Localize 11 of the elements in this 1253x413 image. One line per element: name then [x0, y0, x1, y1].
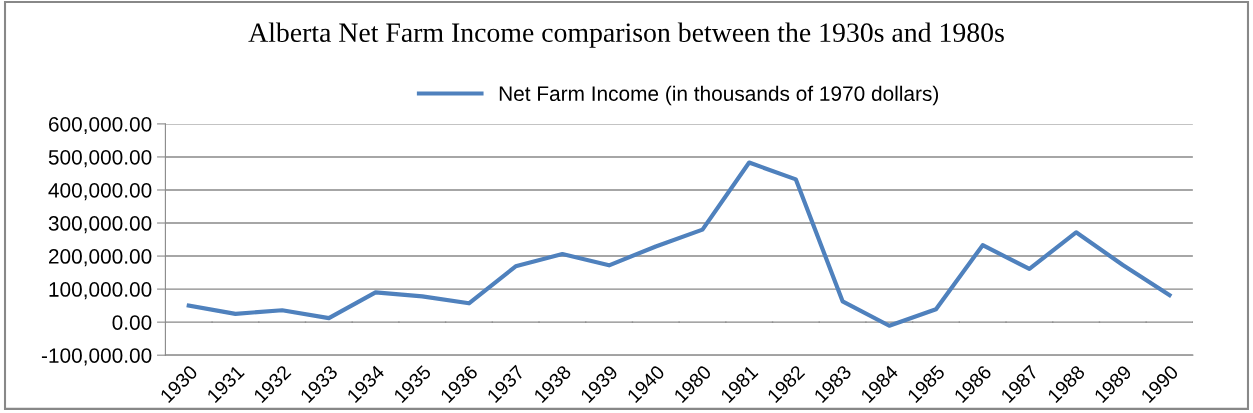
y-tick-label: 500,000.00	[48, 149, 152, 168]
chart-title: Alberta Net Farm Income comparison between the 1930s and 1980s	[248, 22, 1004, 48]
y-tick-label: 100,000.00	[49, 282, 152, 300]
legend-label: Net Farm Income (in thousands of 1970 dollars)	[499, 85, 939, 106]
y-tick-label: 0.00	[112, 315, 152, 330]
y-tick-label: 200,000.00	[48, 249, 152, 267]
y-tick-label: 400,000.00	[48, 182, 152, 201]
y-tick-label: 300,000.00	[48, 216, 152, 234]
y-tick-label: 600,000.00	[49, 116, 152, 135]
y-tick-label: -100,000.00	[41, 348, 152, 366]
line-series	[186, 160, 1172, 328]
